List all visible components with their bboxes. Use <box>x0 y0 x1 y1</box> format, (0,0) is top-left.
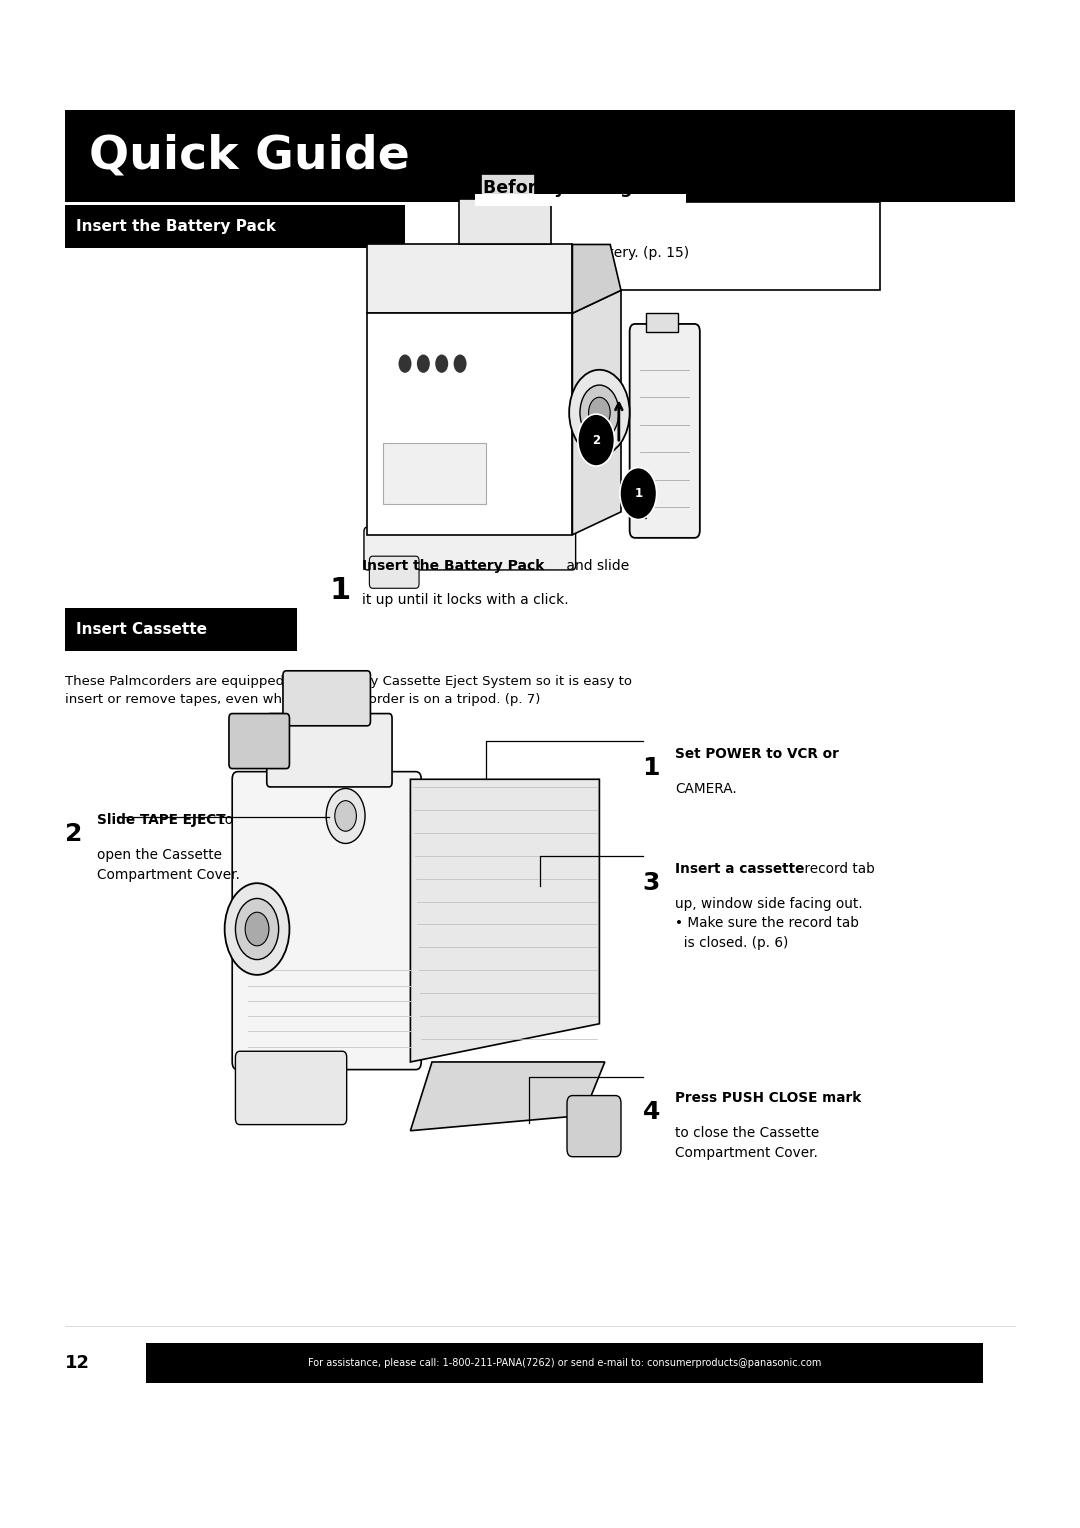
Polygon shape <box>572 244 621 313</box>
Text: 12: 12 <box>65 1354 90 1372</box>
FancyBboxPatch shape <box>235 1051 347 1125</box>
Text: 2: 2 <box>592 434 600 446</box>
Text: Quick Guide: Quick Guide <box>89 133 409 179</box>
Circle shape <box>399 354 411 373</box>
Circle shape <box>589 397 610 428</box>
Text: 1: 1 <box>329 576 351 605</box>
Text: open the Cassette
Compartment Cover.: open the Cassette Compartment Cover. <box>97 848 240 882</box>
Polygon shape <box>481 174 535 199</box>
Circle shape <box>235 898 279 960</box>
Polygon shape <box>572 290 621 535</box>
Text: Insert the Battery Pack: Insert the Battery Pack <box>76 219 275 234</box>
Circle shape <box>580 385 619 440</box>
Text: For assistance, please call: 1-800-211-PANA(7262) or send e-mail to: consumerpro: For assistance, please call: 1-800-211-P… <box>308 1358 821 1368</box>
Polygon shape <box>410 1062 605 1131</box>
Text: CAMERA.: CAMERA. <box>675 782 737 796</box>
Circle shape <box>569 370 630 455</box>
Circle shape <box>225 883 289 975</box>
FancyBboxPatch shape <box>65 608 297 651</box>
Circle shape <box>326 788 365 843</box>
Text: 2: 2 <box>65 822 82 847</box>
Circle shape <box>245 912 269 946</box>
FancyBboxPatch shape <box>65 205 405 248</box>
FancyBboxPatch shape <box>65 110 1015 202</box>
Text: it up until it locks with a click.: it up until it locks with a click. <box>362 593 568 607</box>
FancyBboxPatch shape <box>567 1096 621 1157</box>
Circle shape <box>620 468 657 520</box>
FancyBboxPatch shape <box>283 671 370 726</box>
FancyBboxPatch shape <box>369 556 419 588</box>
Text: 1: 1 <box>634 487 643 500</box>
FancyBboxPatch shape <box>229 714 289 769</box>
FancyBboxPatch shape <box>146 1343 983 1383</box>
Text: Insert the Battery Pack: Insert the Battery Pack <box>362 559 544 573</box>
Text: 1: 1 <box>643 756 660 781</box>
Text: Insert Cassette: Insert Cassette <box>76 622 206 637</box>
Text: up, window side facing out.
• Make sure the record tab
  is closed. (p. 6): up, window side facing out. • Make sure … <box>675 897 863 950</box>
FancyBboxPatch shape <box>475 194 686 206</box>
Text: to: to <box>215 813 233 827</box>
FancyBboxPatch shape <box>470 202 880 290</box>
Text: •  Charge the Battery. (p. 15): • Charge the Battery. (p. 15) <box>486 246 689 260</box>
Text: Press PUSH CLOSE mark: Press PUSH CLOSE mark <box>675 1091 861 1105</box>
Polygon shape <box>367 313 572 535</box>
Polygon shape <box>410 779 599 1062</box>
Polygon shape <box>367 244 572 313</box>
Text: Insert a cassette: Insert a cassette <box>675 862 805 876</box>
FancyBboxPatch shape <box>267 714 392 787</box>
FancyBboxPatch shape <box>232 772 421 1070</box>
Circle shape <box>435 354 448 373</box>
Circle shape <box>335 801 356 831</box>
Polygon shape <box>459 199 551 244</box>
Circle shape <box>454 354 467 373</box>
FancyBboxPatch shape <box>383 443 486 504</box>
Text: These Palmcorders are equipped with the Easy Cassette Eject System so it is easy: These Palmcorders are equipped with the … <box>65 675 632 706</box>
Text: Set POWER to VCR or: Set POWER to VCR or <box>675 747 839 761</box>
Circle shape <box>417 354 430 373</box>
Text: to close the Cassette
Compartment Cover.: to close the Cassette Compartment Cover. <box>675 1126 820 1160</box>
Text: 3: 3 <box>643 871 660 895</box>
Text: and slide: and slide <box>562 559 629 573</box>
Text: 4: 4 <box>643 1100 660 1125</box>
FancyBboxPatch shape <box>646 313 678 332</box>
Text: Slide TAPE EJECT: Slide TAPE EJECT <box>97 813 226 827</box>
FancyBboxPatch shape <box>364 527 576 570</box>
Circle shape <box>578 414 615 466</box>
Text: record tab: record tab <box>800 862 875 876</box>
FancyBboxPatch shape <box>630 324 700 538</box>
Text: Before you begin: Before you begin <box>483 179 650 197</box>
